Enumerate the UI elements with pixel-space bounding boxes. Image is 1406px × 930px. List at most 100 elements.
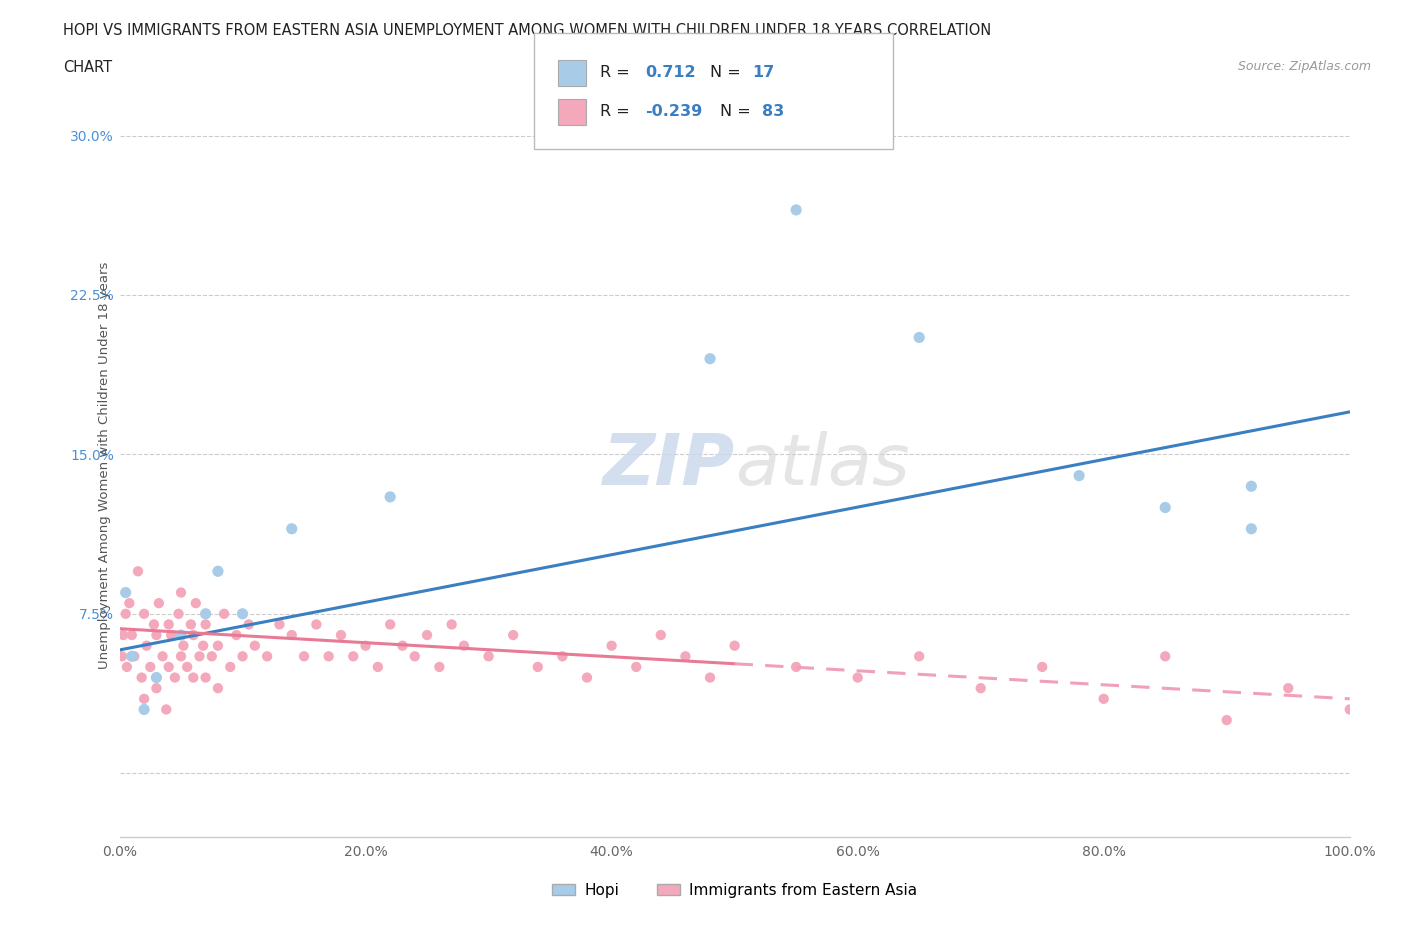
Point — [1240, 522, 1263, 537]
Point — [527, 659, 550, 674]
Text: R =: R = — [600, 104, 636, 119]
Point — [453, 638, 475, 653]
Point — [477, 649, 501, 664]
Point — [219, 659, 242, 674]
Point — [908, 330, 931, 345]
Point — [121, 649, 143, 664]
Point — [1092, 691, 1115, 706]
Point — [194, 617, 217, 631]
Point — [184, 596, 207, 611]
Point — [380, 617, 402, 631]
Point — [152, 649, 174, 664]
Point — [846, 671, 869, 685]
Point — [238, 617, 260, 631]
Text: atlas: atlas — [734, 431, 910, 499]
Point — [440, 617, 463, 631]
Point — [170, 649, 193, 664]
Point — [194, 671, 217, 685]
Text: N =: N = — [720, 104, 756, 119]
Point — [132, 691, 156, 706]
Point — [1069, 468, 1091, 483]
Point — [145, 628, 167, 643]
Point — [135, 638, 157, 653]
Point — [160, 628, 183, 643]
Point — [132, 606, 156, 621]
Point — [1215, 712, 1237, 727]
Point — [342, 649, 364, 664]
Point — [256, 649, 278, 664]
Point — [132, 702, 156, 717]
Point — [212, 606, 235, 621]
Text: 17: 17 — [752, 65, 775, 80]
Text: 0.712: 0.712 — [645, 65, 696, 80]
Legend: Hopi, Immigrants from Eastern Asia: Hopi, Immigrants from Eastern Asia — [546, 877, 924, 904]
Text: N =: N = — [710, 65, 747, 80]
Point — [111, 649, 134, 664]
Point — [231, 649, 254, 664]
Point — [404, 649, 426, 664]
Point — [170, 628, 193, 643]
Point — [225, 628, 247, 643]
Point — [115, 659, 138, 674]
Point — [191, 638, 215, 653]
Point — [114, 606, 136, 621]
Point — [318, 649, 340, 664]
Point — [329, 628, 352, 643]
Point — [127, 564, 149, 578]
Point — [427, 659, 450, 674]
Point — [194, 606, 217, 621]
Y-axis label: Unemployment Among Women with Children Under 18 years: Unemployment Among Women with Children U… — [98, 261, 111, 669]
Point — [576, 671, 599, 685]
Point — [502, 628, 524, 643]
Point — [416, 628, 439, 643]
Text: -0.239: -0.239 — [645, 104, 703, 119]
Point — [201, 649, 224, 664]
Point — [231, 606, 254, 621]
Point — [170, 585, 193, 600]
Point — [1031, 659, 1053, 674]
Point — [112, 628, 135, 643]
Point — [155, 702, 177, 717]
Point — [785, 659, 807, 674]
Point — [281, 628, 304, 643]
Point — [970, 681, 993, 696]
Point — [1154, 500, 1177, 515]
Point — [157, 617, 180, 631]
Point — [183, 628, 205, 643]
Point — [139, 659, 162, 674]
Text: Source: ZipAtlas.com: Source: ZipAtlas.com — [1237, 60, 1371, 73]
Point — [626, 659, 648, 674]
Point — [600, 638, 623, 653]
Point — [183, 671, 205, 685]
Point — [243, 638, 266, 653]
Point — [118, 596, 141, 611]
Point — [131, 671, 153, 685]
Point — [145, 681, 167, 696]
Point — [1277, 681, 1299, 696]
Point — [167, 606, 190, 621]
Point — [148, 596, 170, 611]
Point — [723, 638, 745, 653]
Point — [180, 617, 202, 631]
Point — [207, 638, 229, 653]
Point — [699, 352, 721, 366]
Point — [292, 649, 315, 664]
Point — [367, 659, 389, 674]
Point — [114, 585, 136, 600]
Point — [675, 649, 697, 664]
Point — [391, 638, 413, 653]
Point — [207, 564, 229, 578]
Text: 83: 83 — [762, 104, 785, 119]
Point — [172, 638, 194, 653]
Text: ZIP: ZIP — [602, 431, 734, 499]
Point — [1339, 702, 1361, 717]
Point — [908, 649, 931, 664]
Point — [269, 617, 291, 631]
Point — [380, 489, 402, 504]
Point — [354, 638, 377, 653]
Point — [207, 681, 229, 696]
Point — [551, 649, 574, 664]
Point — [699, 671, 721, 685]
Point — [305, 617, 328, 631]
Point — [785, 203, 807, 218]
